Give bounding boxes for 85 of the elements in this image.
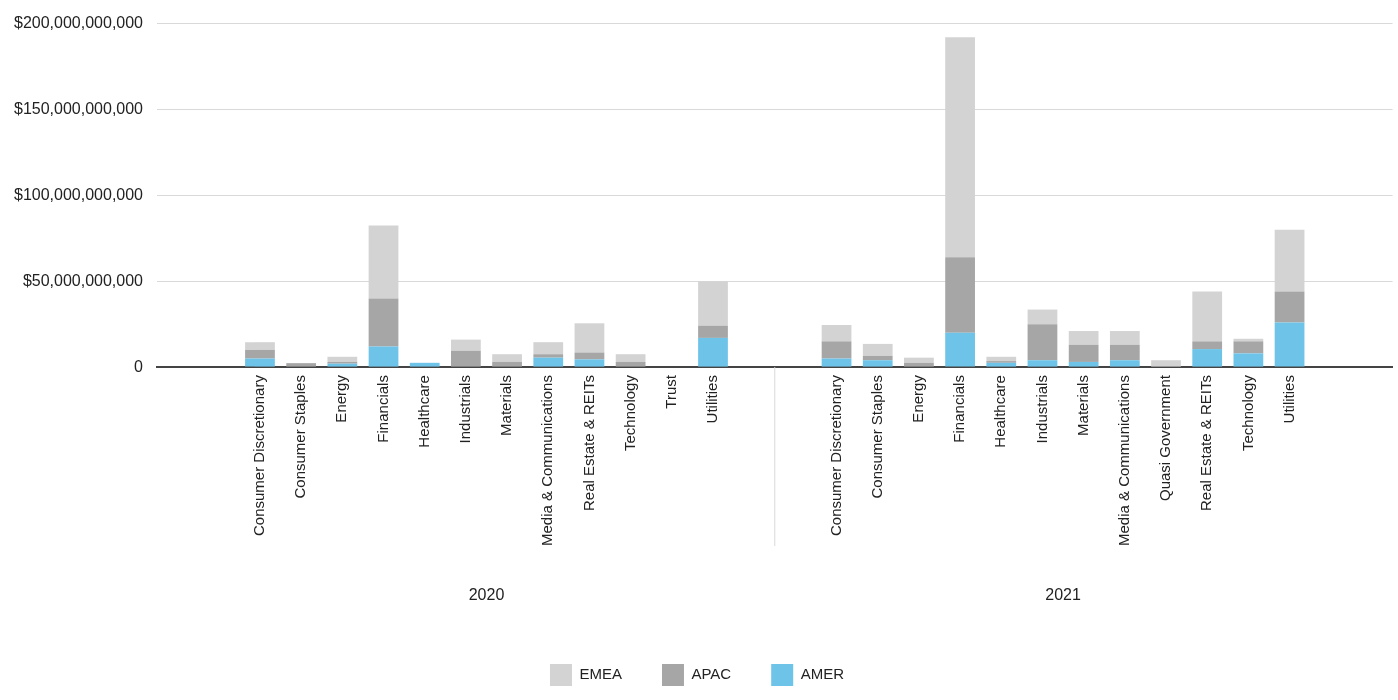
bar bbox=[286, 363, 317, 367]
x-tick-label: Healthcare bbox=[414, 375, 432, 448]
x-tick-label: Materials bbox=[1073, 375, 1091, 436]
bar bbox=[1192, 291, 1223, 342]
x-tick-label: Quasi Government bbox=[1156, 374, 1174, 501]
bar bbox=[1192, 341, 1223, 350]
bar bbox=[615, 354, 646, 362]
bar bbox=[1109, 331, 1140, 345]
bar bbox=[533, 357, 564, 367]
x-tick-label: Energy bbox=[909, 374, 927, 423]
x-tick-label: Energy bbox=[332, 374, 350, 423]
bar bbox=[821, 325, 852, 342]
bar bbox=[574, 359, 605, 367]
bar bbox=[986, 362, 1017, 367]
y-tick-label: 0 bbox=[134, 357, 144, 375]
legend-label: APAC bbox=[691, 665, 732, 683]
bar bbox=[1027, 360, 1058, 367]
x-tick-label: Industrials bbox=[456, 375, 474, 444]
text: 2020 bbox=[468, 586, 505, 604]
y-tick-label: $100,000,000,000 bbox=[14, 185, 144, 203]
bar bbox=[451, 350, 481, 367]
text: 2021 bbox=[1045, 586, 1081, 604]
bar bbox=[492, 354, 522, 362]
bar bbox=[327, 356, 358, 362]
x-tick-label: Consumer Staples bbox=[291, 375, 309, 499]
bar bbox=[862, 360, 893, 367]
x-tick-label: Financials bbox=[373, 375, 391, 443]
x-tick-label: Consumer Discretionary bbox=[250, 374, 268, 536]
bar bbox=[945, 332, 975, 367]
x-tick-label: Materials bbox=[497, 375, 515, 436]
bar bbox=[1109, 344, 1140, 361]
x-tick-label: Healthcare bbox=[991, 375, 1009, 448]
x-tick-label: Media & Communications bbox=[538, 375, 556, 546]
bar bbox=[615, 361, 646, 367]
bar bbox=[698, 337, 728, 367]
legend-label: EMEA bbox=[579, 665, 622, 683]
bar bbox=[533, 354, 564, 358]
bar bbox=[492, 361, 522, 367]
x-tick-label: Technology bbox=[1238, 374, 1256, 451]
x-tick-label: Industrials bbox=[1032, 375, 1050, 444]
bar bbox=[409, 362, 440, 367]
x-tick-label: Trust bbox=[661, 374, 679, 409]
y-tick-label: $200,000,000,000 bbox=[14, 14, 144, 32]
x-tick-label: Consumer Discretionary bbox=[826, 374, 844, 536]
bar bbox=[1068, 331, 1099, 345]
bar bbox=[368, 298, 399, 347]
bar bbox=[1274, 322, 1305, 367]
bar bbox=[698, 325, 728, 338]
bar bbox=[821, 358, 852, 367]
bar bbox=[945, 257, 975, 333]
bar bbox=[904, 362, 934, 367]
bar bbox=[1192, 349, 1223, 367]
bar bbox=[1027, 324, 1058, 361]
bar bbox=[862, 355, 893, 361]
y-tick-label: $150,000,000,000 bbox=[14, 99, 144, 117]
bar bbox=[986, 356, 1017, 362]
bar bbox=[1109, 360, 1140, 367]
bar bbox=[574, 352, 605, 360]
bar bbox=[245, 349, 275, 359]
bar bbox=[1068, 344, 1099, 362]
legend-label: AMER bbox=[800, 665, 845, 683]
bar bbox=[1233, 341, 1264, 354]
bar bbox=[245, 342, 275, 350]
x-tick-label: Media & Communications bbox=[1114, 375, 1132, 546]
bar bbox=[1151, 360, 1181, 367]
bar bbox=[904, 357, 934, 363]
x-tick-label: Technology bbox=[620, 374, 638, 451]
x-tick-label: Utilities bbox=[703, 375, 721, 424]
x-tick-label: Financials bbox=[950, 375, 968, 443]
bar bbox=[862, 343, 893, 356]
bar bbox=[1274, 291, 1305, 323]
bar bbox=[1233, 353, 1264, 367]
x-tick-label: Utilities bbox=[1279, 375, 1297, 424]
bar bbox=[533, 342, 564, 355]
x-tick-label: Real Estate & REITs bbox=[1197, 375, 1215, 511]
bar bbox=[368, 346, 399, 367]
x-tick-label: Real Estate & REITs bbox=[579, 375, 597, 511]
bar bbox=[245, 358, 275, 367]
y-tick-label: $50,000,000,000 bbox=[22, 271, 144, 289]
bar bbox=[451, 339, 481, 351]
x-tick-label: Consumer Staples bbox=[867, 375, 885, 499]
bar bbox=[574, 323, 605, 353]
bar bbox=[821, 341, 852, 359]
bar bbox=[1027, 309, 1058, 325]
bar bbox=[1068, 361, 1099, 367]
